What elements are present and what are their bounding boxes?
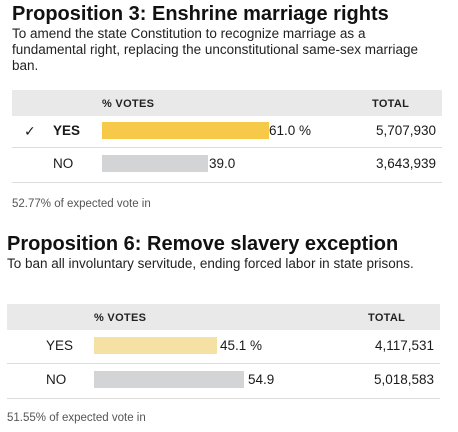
- option-label: NO: [53, 156, 74, 171]
- vote-total: 5,018,583: [373, 372, 434, 387]
- vote-total: 3,643,939: [375, 156, 436, 171]
- option-label: YES: [46, 338, 74, 353]
- result-row-no: NO 39.0 3,643,939: [12, 148, 442, 180]
- result-row-yes: ✓ YES 61.0 % 5,707,930: [12, 115, 442, 147]
- results-table-header: % VOTES TOTAL: [7, 304, 440, 330]
- proposition-title: Proposition 6: Remove slavery exception: [7, 233, 399, 255]
- expected-vote-note: 51.55% of expected vote in: [7, 412, 146, 424]
- vote-share-bar: [102, 122, 269, 139]
- expected-vote-note: 52.77% of expected vote in: [12, 198, 151, 210]
- vote-total: 4,117,531: [374, 338, 434, 353]
- vote-percent: 54.9: [248, 372, 275, 387]
- total-column-header: TOTAL: [368, 312, 406, 324]
- vote-percent: 39.0: [209, 156, 236, 171]
- vote-percent: 45.1 %: [220, 338, 263, 353]
- row-divider: [7, 398, 440, 399]
- results-table-header: % VOTES TOTAL: [12, 90, 442, 116]
- option-label: NO: [46, 372, 67, 387]
- vote-share-bar: [94, 371, 244, 388]
- votes-column-header: % VOTES: [102, 98, 155, 110]
- total-column-header: TOTAL: [372, 98, 410, 110]
- vote-share-bar: [94, 337, 217, 354]
- result-row-no: NO 54.9 5,018,583: [7, 364, 440, 396]
- row-divider: [7, 363, 440, 364]
- vote-total: 5,707,930: [375, 123, 436, 138]
- option-label: YES: [53, 123, 81, 138]
- row-divider: [12, 182, 442, 183]
- row-divider: [12, 147, 442, 148]
- proposition-description: To ban all involuntary servitude, ending…: [7, 256, 414, 271]
- proposition-description: To amend the state Constitution to recog…: [12, 26, 418, 73]
- vote-percent: 61.0 %: [269, 123, 312, 138]
- votes-column-header: % VOTES: [94, 312, 147, 324]
- check-icon: ✓: [24, 123, 36, 139]
- vote-share-bar: [102, 155, 208, 172]
- result-row-yes: YES 45.1 % 4,117,531: [7, 330, 440, 362]
- proposition-title: Proposition 3: Enshrine marriage rights: [12, 3, 389, 25]
